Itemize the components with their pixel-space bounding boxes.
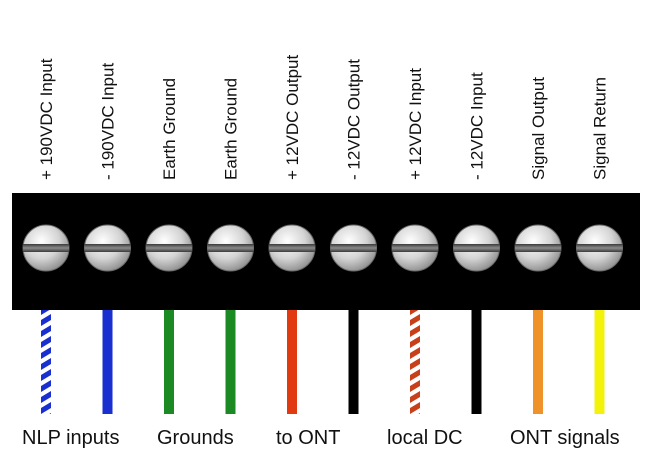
group-labels: NLP inputs Grounds to ONT local DC ONT s… xyxy=(22,427,620,449)
group-label-ont-signals: ONT signals xyxy=(510,427,620,449)
wire-9 xyxy=(594,310,605,414)
screw-icon xyxy=(145,224,193,272)
group-label-local-dc: local DC xyxy=(387,427,463,449)
wire-8 xyxy=(533,310,543,414)
wire-1 xyxy=(102,310,113,414)
screws xyxy=(22,224,623,272)
wire-6 xyxy=(410,310,420,414)
terminal-labels: + 190VDC Input - 190VDC Input Earth Ground… xyxy=(37,55,610,180)
screw-icon xyxy=(268,224,316,272)
screw-icon xyxy=(391,224,439,272)
terminal-label-1: - 190VDC Input xyxy=(99,63,118,180)
screw-icon xyxy=(576,224,623,272)
screw-icon xyxy=(84,224,131,272)
wires xyxy=(41,310,605,414)
terminal-label-0: + 190VDC Input xyxy=(37,58,56,180)
terminal-label-3: Earth Ground xyxy=(222,78,241,180)
terminal-label-8: Signal Output xyxy=(529,77,548,180)
terminal-label-4: + 12VDC Output xyxy=(283,55,302,180)
terminal-label-6: + 12VDC Input xyxy=(406,68,425,180)
wire-7 xyxy=(471,310,482,414)
terminal-label-5: - 12VDC Output xyxy=(345,59,364,180)
group-label-nlp-inputs: NLP inputs xyxy=(22,427,119,449)
group-label-grounds: Grounds xyxy=(157,427,234,449)
wire-0 xyxy=(41,310,51,414)
wire-3 xyxy=(225,310,236,414)
screw-icon xyxy=(330,224,377,272)
terminal-label-2: Earth Ground xyxy=(160,78,179,180)
screw-icon xyxy=(453,224,500,272)
terminal-label-9: Signal Return xyxy=(591,77,610,180)
group-label-to-ont: to ONT xyxy=(276,427,340,449)
wire-4 xyxy=(287,310,297,414)
wire-2 xyxy=(164,310,174,414)
screw-icon xyxy=(207,224,254,272)
screw-icon xyxy=(22,224,70,272)
wire-5 xyxy=(348,310,359,414)
screw-icon xyxy=(514,224,562,272)
terminal-label-7: - 12VDC Input xyxy=(468,72,487,180)
